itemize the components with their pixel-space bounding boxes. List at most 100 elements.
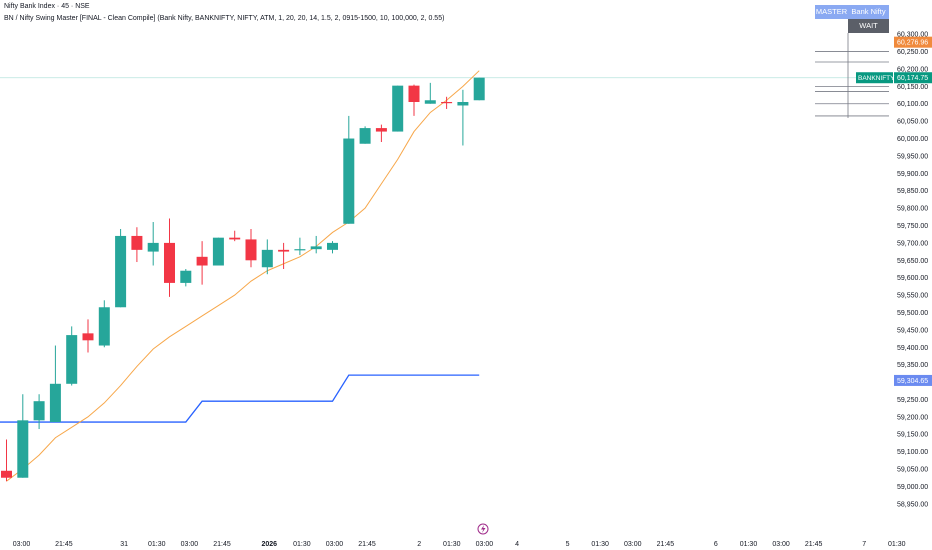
candle [327,241,338,254]
y-tick-label: 59,350.00 [897,362,928,369]
step-series-line [0,374,480,423]
candle [424,82,436,104]
candle-body [294,249,306,251]
y-tick-label: 59,150.00 [897,432,928,439]
y-tick-label: 59,750.00 [897,223,928,230]
x-tick-label: 03:00 [476,541,494,548]
master-label: MASTER [815,5,848,19]
x-tick-label: 03:00 [624,541,642,548]
candle-body [131,235,143,250]
candle-body [408,85,420,102]
candle [310,235,322,254]
ema-series-line [6,70,480,482]
chart-extras [477,523,489,535]
x-tick-label: 21:45 [55,541,73,548]
y-tick-label: 60,300.00 [897,32,928,39]
x-tick-label: 7 [862,541,866,548]
y-tick-label: 60,100.00 [897,101,928,108]
x-tick-label: 21:45 [358,541,376,548]
candle-body [343,138,355,224]
y-tick-label: 59,450.00 [897,327,928,334]
candle-body [473,77,485,101]
price-tag-bg [894,36,932,48]
candle-body [17,420,29,478]
candle-body [115,235,127,308]
x-tick-label: 21:45 [657,541,675,548]
y-tick-label: 59,100.00 [897,449,928,456]
status-badge: WAIT [848,19,889,33]
candle [115,228,127,308]
candle-body [261,249,273,268]
candle [17,394,29,478]
step-price-tag: 59,304.65 [894,374,932,386]
step-line [0,374,480,423]
y-tick-label: 59,250.00 [897,397,928,404]
x-tick-label: 01:30 [443,541,461,548]
candle-body [310,246,322,250]
level-lines [0,33,892,118]
candle-body [196,256,208,266]
y-tick-label: 59,550.00 [897,293,928,300]
candle [66,326,78,386]
y-tick-label: 59,000.00 [897,484,928,491]
symbol-tag-label: BANKNIFTY [858,75,895,82]
lightning-icon[interactable] [477,523,489,535]
y-tick-label: 59,700.00 [897,240,928,247]
candle-body [66,335,78,384]
y-tick-label: 59,200.00 [897,414,928,421]
x-tick-label: 01:30 [740,541,758,548]
y-tick-label: 58,950.00 [897,501,928,508]
price-tag-bg [894,374,932,386]
x-tick-label: 2026 [261,541,277,548]
candle [164,218,175,297]
symbol-label: Bank Nifty [848,5,889,19]
ema-price-tag: 60,276.96 [894,36,932,48]
x-tick-label: 01:30 [148,541,166,548]
x-tick-label: 01:30 [591,541,609,548]
candle [1,439,12,482]
time-axis[interactable]: 03:00 21:45 31 01:30 03:00 21:45 2026 01:30 03:0… [13,541,906,548]
candle [147,222,159,266]
y-tick-label: 59,050.00 [897,467,928,474]
y-tick-label: 59,900.00 [897,171,928,178]
candle [245,228,257,268]
y-tick-label: 60,250.00 [897,49,928,56]
y-tick-label: 60,150.00 [897,84,928,91]
candle-body [98,307,110,346]
x-tick-label: 21:45 [213,541,231,548]
candle-body [457,101,469,106]
candle [408,84,420,116]
price-tag-label: 60,276.96 [897,40,928,47]
y-tick-label: 60,000.00 [897,136,928,143]
price-tag-label: 59,304.65 [897,378,928,385]
candle-body [180,270,192,283]
candles [1,77,485,482]
candle [359,126,371,144]
candle-body [392,85,404,132]
price-tag-bg [894,72,932,84]
candle [343,115,355,224]
price-axis[interactable]: 60,300.00 60,250.00 60,200.00 60,150.00 60,1… [897,32,928,509]
x-tick-label: 21:45 [805,541,823,548]
price-tag-label: 60,174.75 [897,75,928,82]
indicator-title[interactable]: BN / Nifty Swing Master [FINAL - Clean C… [4,15,445,22]
y-tick-label: 59,950.00 [897,153,928,160]
candle [375,124,387,143]
candle-body [441,101,453,104]
candle [441,96,453,109]
candle-body [1,470,12,478]
candle-body [375,128,387,132]
candle [212,237,224,266]
candle [278,242,290,269]
x-tick-label: 6 [714,541,718,548]
x-tick-label: 4 [515,541,519,548]
x-tick-label: 31 [120,541,128,548]
y-tick-label: 59,600.00 [897,275,928,282]
y-tick-label: 59,500.00 [897,310,928,317]
candle [98,300,110,348]
candle-body [229,237,241,240]
symbol-title[interactable]: Nifty Bank Index · 45 · NSE [4,3,90,10]
candle-body [33,401,45,421]
x-tick-label: 01:30 [888,541,906,548]
candle [261,239,273,275]
